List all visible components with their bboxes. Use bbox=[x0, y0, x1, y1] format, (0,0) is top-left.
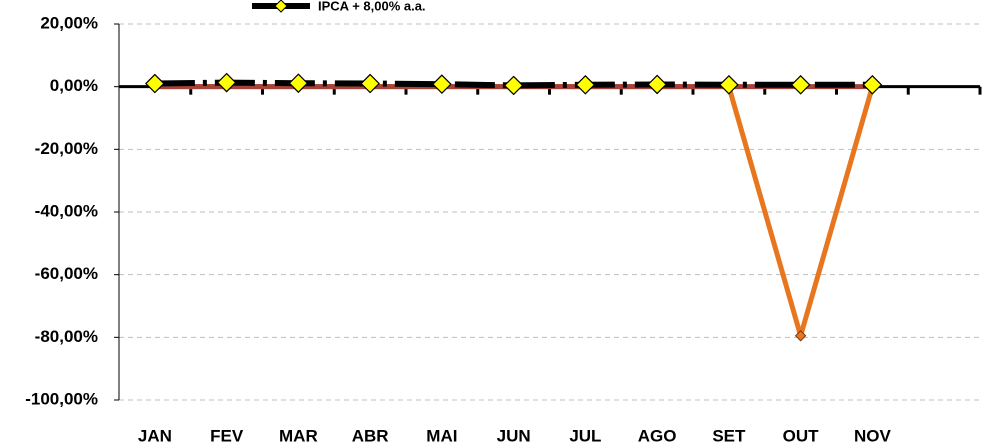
marker bbox=[288, 73, 309, 94]
x-tick-label: NOV bbox=[854, 426, 892, 445]
marker bbox=[719, 74, 739, 95]
x-tick-label: MAI bbox=[426, 426, 457, 445]
series-line bbox=[154, 84, 875, 339]
marker bbox=[647, 74, 667, 95]
x-tick-label: JUL bbox=[569, 426, 601, 445]
x-tick-label: OUT bbox=[783, 426, 820, 445]
marker bbox=[503, 75, 524, 96]
legend-marker bbox=[274, 0, 288, 13]
x-tick-label: JUN bbox=[497, 426, 531, 445]
y-tick-label: 0,00% bbox=[50, 76, 98, 95]
marker bbox=[790, 74, 811, 95]
marker bbox=[216, 72, 237, 93]
marker bbox=[145, 73, 165, 94]
marker bbox=[360, 73, 380, 94]
x-tick-label: MAR bbox=[279, 426, 318, 445]
marker bbox=[432, 74, 452, 95]
y-tick-label: -20,00% bbox=[35, 139, 98, 158]
y-tick-label: -100,00% bbox=[25, 389, 98, 408]
x-tick-label: AGO bbox=[638, 426, 677, 445]
marker bbox=[575, 74, 596, 95]
x-tick-label: JAN bbox=[138, 426, 172, 445]
marker bbox=[862, 74, 883, 95]
y-tick-label: 20,00% bbox=[40, 13, 98, 32]
x-tick-label: SET bbox=[712, 426, 746, 445]
y-tick-label: -60,00% bbox=[35, 264, 98, 283]
x-tick-label: ABR bbox=[352, 426, 389, 445]
legend-text: IPCA + 8,00% a.a. bbox=[318, 0, 426, 13]
x-tick-label: FEV bbox=[210, 426, 244, 445]
marker bbox=[794, 330, 807, 342]
y-tick-label: -80,00% bbox=[35, 327, 98, 346]
y-tick-label: -40,00% bbox=[35, 201, 98, 220]
